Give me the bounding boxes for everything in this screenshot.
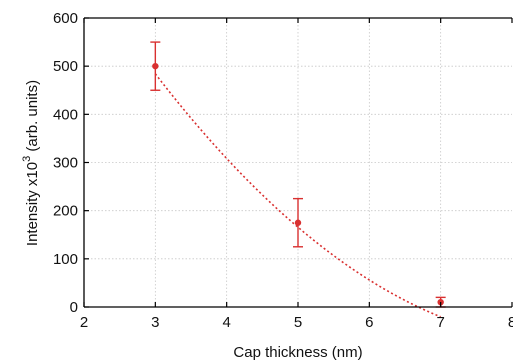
y-tick-label-6: 600 [53,10,78,27]
grid [84,18,512,307]
y-tick-label-5: 500 [53,58,78,75]
ticks: 2 3 4 5 6 7 8 0 100 200 300 400 500 600 [53,10,513,331]
x-tick-label-5: 7 [436,314,444,331]
data-point-0 [152,62,159,70]
data-point-1 [294,219,302,226]
x-tick-label-4: 6 [365,314,373,331]
x-tick-label-0: 2 [80,314,88,331]
y-tick-label-1: 100 [53,251,78,268]
x-tick-label-1: 3 [151,314,159,331]
y-tick-label-2: 200 [53,203,78,220]
y-axis-label: Intensity x103 (arb. units) [21,80,41,246]
y-tick-label-4: 400 [53,106,78,123]
x-tick-label-2: 4 [222,314,230,331]
y-axis-label-main: Intensity x10 [24,162,41,246]
x-tick-label-3: 5 [294,314,302,331]
x-axis-label: Cap thickness (nm) [233,344,362,360]
x-tick-label-6: 8 [508,314,513,331]
y-tick-label-3: 300 [53,155,78,172]
y-tick-label-0: 0 [70,299,78,316]
y-axis-label-suffix: (arb. units) [24,80,41,156]
y-axis-label-exponent: 3 [21,156,33,162]
